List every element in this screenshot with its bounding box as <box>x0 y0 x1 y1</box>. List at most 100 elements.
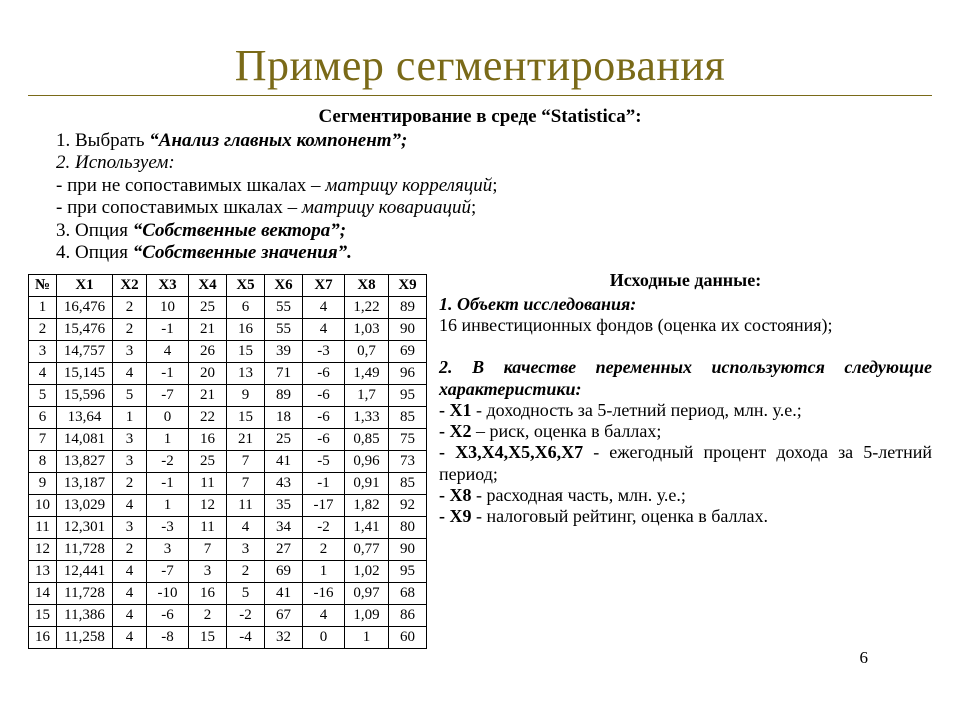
table-cell: 26 <box>189 341 227 363</box>
table-cell: 1 <box>345 627 389 649</box>
table-cell: 95 <box>389 385 427 407</box>
table-cell: 4 <box>29 363 57 385</box>
table-cell: 1,33 <box>345 407 389 429</box>
table-cell: 13,827 <box>57 451 113 473</box>
table-cell: 0,97 <box>345 583 389 605</box>
table-col-4: X4 <box>189 275 227 297</box>
table-cell: 1 <box>147 495 189 517</box>
table-cell: -1 <box>147 473 189 495</box>
table-cell: 25 <box>189 297 227 319</box>
table-cell: 4 <box>147 341 189 363</box>
table-cell: 1 <box>147 429 189 451</box>
table-cell: 43 <box>265 473 303 495</box>
table-cell: -6 <box>303 385 345 407</box>
table-cell: 3 <box>29 341 57 363</box>
table-cell: 4 <box>113 561 147 583</box>
instr-5b: “Собственные вектора”; <box>133 220 346 241</box>
table-cell: 2 <box>113 319 147 341</box>
table-cell: 15,476 <box>57 319 113 341</box>
table-cell: 11,258 <box>57 627 113 649</box>
table-body: 116,4762102565541,2289215,4762-121165541… <box>29 297 427 649</box>
table-cell: 85 <box>389 407 427 429</box>
table-cell: 7 <box>29 429 57 451</box>
table-cell: -6 <box>303 363 345 385</box>
table-cell: -3 <box>303 341 345 363</box>
table-cell: 4 <box>303 319 345 341</box>
side-x1-key: - X1 <box>439 400 472 420</box>
table-cell: -7 <box>147 385 189 407</box>
table-cell: 1,03 <box>345 319 389 341</box>
instr-6b: “Собственные значения”. <box>133 242 352 263</box>
content-row: №X1X2X3X4X5X6X7X8X9 116,4762102565541,22… <box>28 270 932 649</box>
table-cell: 95 <box>389 561 427 583</box>
table-cell: 80 <box>389 517 427 539</box>
table-row: 813,8273-225741-50,9673 <box>29 451 427 473</box>
table-cell: -2 <box>303 517 345 539</box>
table-col-1: X1 <box>57 275 113 297</box>
table-cell: 20 <box>189 363 227 385</box>
table-cell: 2 <box>227 561 265 583</box>
table-cell: 3 <box>113 451 147 473</box>
table-cell: 41 <box>265 583 303 605</box>
table-cell: 3 <box>113 517 147 539</box>
table-cell: 67 <box>265 605 303 627</box>
table-cell: 55 <box>265 319 303 341</box>
table-header-row: №X1X2X3X4X5X6X7X8X9 <box>29 275 427 297</box>
table-col-0: № <box>29 275 57 297</box>
table-cell: 11 <box>29 517 57 539</box>
table-row: 1312,4414-7326911,0295 <box>29 561 427 583</box>
table-cell: 15 <box>227 341 265 363</box>
table-cell: 4 <box>227 517 265 539</box>
table-cell: -3 <box>147 517 189 539</box>
table-col-7: X7 <box>303 275 345 297</box>
table-cell: 21 <box>189 319 227 341</box>
table-cell: 12,441 <box>57 561 113 583</box>
title-divider <box>28 95 932 96</box>
table-cell: 0,77 <box>345 539 389 561</box>
table-cell: 11 <box>189 473 227 495</box>
table-cell: 85 <box>389 473 427 495</box>
table-cell: -5 <box>303 451 345 473</box>
table-cell: 7 <box>227 473 265 495</box>
slide-subtitle: Сегментирование в среде “Statistica”: <box>28 106 932 128</box>
table-cell: 89 <box>265 385 303 407</box>
table-cell: 5 <box>29 385 57 407</box>
table-cell: -1 <box>147 363 189 385</box>
table-cell: 16 <box>189 583 227 605</box>
table-cell: 4 <box>113 627 147 649</box>
table-cell: 27 <box>265 539 303 561</box>
table-cell: 0,85 <box>345 429 389 451</box>
table-col-3: X3 <box>147 275 189 297</box>
table-cell: 1,02 <box>345 561 389 583</box>
instr-4c: ; <box>471 197 476 218</box>
side-x8-key: - X8 <box>439 485 472 505</box>
table-row: 613,6410221518-61,3385 <box>29 407 427 429</box>
table-cell: -6 <box>303 429 345 451</box>
table-cell: 2 <box>29 319 57 341</box>
side-x2-val: – риск, оценка в баллах; <box>472 421 662 441</box>
table-cell: 25 <box>265 429 303 451</box>
table-cell: 34 <box>265 517 303 539</box>
table-cell: 0,96 <box>345 451 389 473</box>
table-cell: 39 <box>265 341 303 363</box>
table-cell: 13 <box>227 363 265 385</box>
instruction-line-3: - при не сопоставимых шкалах – матрицу к… <box>56 175 932 197</box>
table-cell: 14,757 <box>57 341 113 363</box>
table-row: 1411,7284-1016541-160,9768 <box>29 583 427 605</box>
slide-title: Пример сегментирования <box>28 40 932 91</box>
table-cell: 12 <box>189 495 227 517</box>
table-cell: -6 <box>147 605 189 627</box>
table-cell: 15 <box>189 627 227 649</box>
table-cell: 90 <box>389 539 427 561</box>
table-cell: 16,476 <box>57 297 113 319</box>
table-row: 1013,02941121135-171,8292 <box>29 495 427 517</box>
instr-4b: матрицу ковариаций <box>302 197 471 218</box>
table-cell: 1 <box>303 561 345 583</box>
table-row: 215,4762-121165541,0390 <box>29 319 427 341</box>
table-head: №X1X2X3X4X5X6X7X8X9 <box>29 275 427 297</box>
table-cell: 12,301 <box>57 517 113 539</box>
table-cell: 15,596 <box>57 385 113 407</box>
table-cell: 22 <box>189 407 227 429</box>
table-cell: 11,728 <box>57 539 113 561</box>
instruction-line-6: 4. Опция “Собственные значения”. <box>56 242 932 264</box>
